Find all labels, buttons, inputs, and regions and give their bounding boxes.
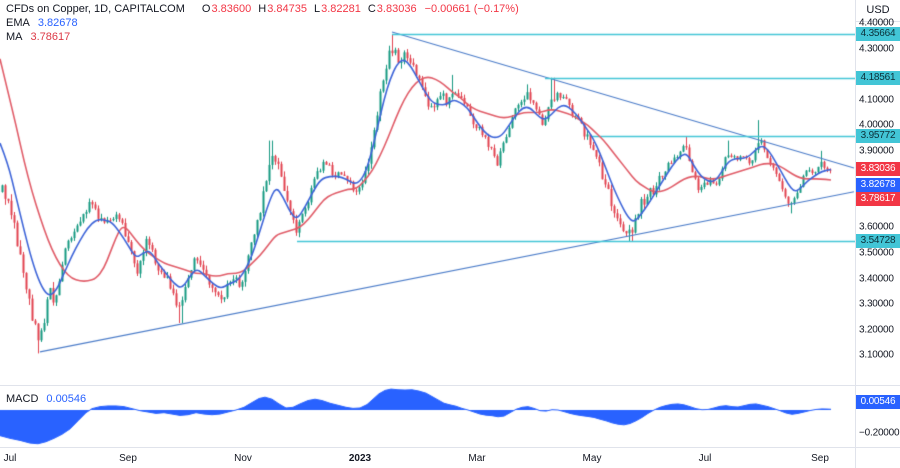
price-label-red: 3.83036: [856, 161, 900, 176]
price-chart-canvas[interactable]: [0, 0, 855, 447]
ohlc-value: 3.84735: [267, 3, 307, 15]
time-label: Nov: [234, 453, 252, 464]
price-axis-separator: [855, 0, 856, 468]
legend-symbol-row[interactable]: CFDs on Copper, 1D, CAPITALCOM O3.83600 H3…: [6, 2, 519, 16]
macd-label: MACD: [6, 393, 39, 405]
time-label: 2023: [348, 453, 372, 464]
ohlc-key: O: [201, 3, 211, 15]
macd-value: 0.00546: [46, 393, 87, 405]
ohlc-key: C: [367, 3, 376, 15]
price-tick: 4.10000: [859, 94, 894, 106]
price-label-teal: 3.95772: [856, 129, 900, 144]
price-tick: 3.50000: [859, 247, 894, 259]
price-tick: 4.00000: [859, 119, 894, 131]
legend-ema-row[interactable]: EMA 3.82678: [6, 16, 519, 30]
price-label-red: 3.78617: [856, 192, 900, 206]
macd-value-label: 0.00546: [856, 395, 900, 409]
time-axis-separator: [0, 447, 900, 448]
price-scale[interactable]: USD 4.40000 4.30000 4.10000 4.00000 3.90000 3…: [856, 0, 900, 447]
time-label: Jul: [3, 453, 17, 464]
price-tick: 3.60000: [859, 221, 894, 233]
price-label-teal: 4.18561: [856, 70, 900, 85]
ma-value: 3.78617: [30, 31, 71, 43]
ohlc-key: L: [313, 3, 321, 15]
price-tick: 4.40000: [859, 17, 894, 29]
ema-value: 3.82678: [37, 17, 78, 29]
ohlc-value: 3.82281: [321, 3, 361, 15]
time-label: Mar: [468, 453, 486, 464]
price-tick: 4.30000: [859, 43, 894, 55]
currency-label: USD: [856, 0, 900, 22]
price-label-teal: 4.35664: [856, 27, 900, 42]
change-value: −0.00661 (−0.17%): [424, 3, 519, 15]
time-label: Sep: [119, 453, 137, 464]
time-label: Sep: [811, 453, 829, 464]
time-label: Jul: [698, 453, 712, 464]
price-label-blue: 3.82678: [856, 178, 900, 192]
legend-ma-row[interactable]: MA 3.78617: [6, 30, 519, 44]
price-tick: 3.20000: [859, 324, 894, 336]
pane-separator[interactable]: [0, 385, 900, 386]
price-tick: 3.40000: [859, 273, 894, 285]
time-scale[interactable]: Jul Sep Nov 2023 Mar May Jul Sep: [0, 448, 855, 468]
ohlc-values: O3.83600 H3.84735 L3.82281 C3.83036: [195, 3, 417, 15]
price-tick: 3.10000: [859, 349, 894, 361]
ohlc-value: 3.83036: [376, 3, 417, 15]
price-tick: 3.30000: [859, 298, 894, 310]
price-tick: 3.90000: [859, 145, 894, 157]
macd-legend-row[interactable]: MACD 0.00546: [6, 392, 86, 406]
price-label-teal: 3.54728: [856, 233, 900, 248]
ma-label: MA: [6, 31, 23, 43]
ohlc-key: H: [258, 3, 267, 15]
macd-tick: −0.20000: [859, 427, 900, 439]
legend: CFDs on Copper, 1D, CAPITALCOM O3.83600 H3…: [6, 2, 519, 44]
time-label: May: [582, 453, 602, 464]
ema-label: EMA: [6, 17, 30, 29]
ohlc-value: 3.83600: [211, 3, 252, 15]
symbol-title[interactable]: CFDs on Copper, 1D, CAPITALCOM: [6, 3, 185, 15]
